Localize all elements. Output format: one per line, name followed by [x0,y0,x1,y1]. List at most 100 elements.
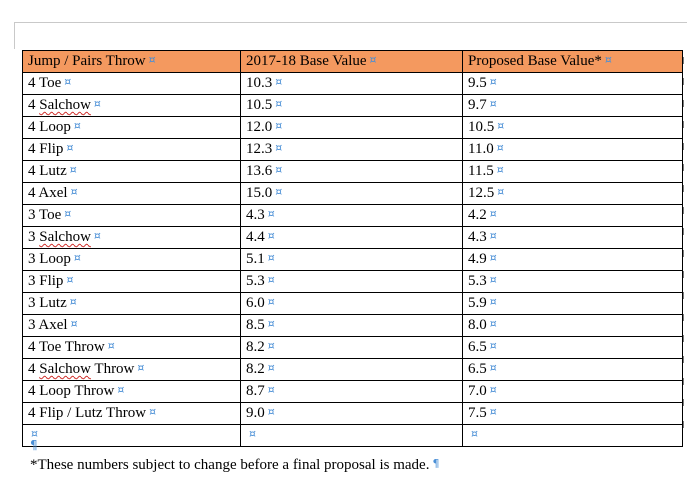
cell-end-mark: ¤ [275,75,283,88]
current-value-cell[interactable]: 10.3 ¤ [240,72,463,95]
current-value-cell[interactable]: 9.0 ¤ [240,402,463,425]
header-proposed-value[interactable]: Proposed Base Value* ¤ [462,50,683,73]
table-row: 4 Toe ¤ 10.3 ¤ 9.5 ¤ [22,72,683,95]
jump-cell[interactable]: 4 Salchow ¤ [22,94,241,117]
row-end-marker [680,392,687,413]
proposed-value-cell[interactable]: 5.3 ¤ [462,270,683,293]
cell-end-mark: ¤ [604,53,612,66]
current-value-cell[interactable]: 8.2 ¤ [240,358,463,381]
proposed-value-cell[interactable]: 9.7 ¤ [462,94,683,117]
header-2017-18-value[interactable]: 2017-18 Base Value ¤ [240,50,463,73]
jump-cell-text: 3 Toe [28,207,62,223]
proposed-value-cell[interactable]: 8.0 ¤ [462,314,683,337]
jump-cell[interactable]: 4 Toe Throw ¤ [22,336,241,359]
proposed-value-cell-text: 11.0 [468,141,494,157]
footnote-text: *These numbers subject to change before … [30,457,430,473]
jump-cell[interactable]: 4 Loop ¤ [22,116,241,139]
proposed-value-cell-text: 10.5 [468,119,495,135]
proposed-value-cell[interactable]: 11.5 ¤ [462,160,683,183]
cell-end-mark: ¤ [489,229,497,242]
current-value-cell-text: 10.5 [246,97,273,113]
cell-end-mark: ¤ [471,427,478,440]
current-value-cell[interactable]: 8.2 ¤ [240,336,463,359]
row-end-marker [680,157,687,178]
current-value-cell[interactable]: 6.0 ¤ [240,292,463,315]
jump-cell[interactable]: ¤ [22,424,241,447]
row-end-marker [680,285,687,306]
cell-end-mark: ¤ [489,383,497,396]
proposed-value-cell-text: 6.5 [468,339,487,355]
footnote-pilcrow: ¶ [432,457,440,470]
jump-cell-text: 4 Axel [28,185,68,201]
jump-cell[interactable]: 3 Salchow ¤ [22,226,241,249]
jump-cell[interactable]: 4 Flip / Lutz Throw ¤ [22,402,241,425]
proposed-value-cell-text: 9.7 [468,97,487,113]
current-value-cell[interactable]: 5.1 ¤ [240,248,463,271]
current-value-cell[interactable]: 8.7 ¤ [240,380,463,403]
current-value-cell[interactable]: 12.0 ¤ [240,116,463,139]
proposed-value-cell[interactable]: 4.9 ¤ [462,248,683,271]
cell-end-mark: ¤ [496,141,504,154]
proposed-value-cell[interactable]: 6.5 ¤ [462,358,683,381]
proposed-value-cell[interactable]: ¤ [462,424,683,447]
table-row: 3 Flip ¤ 5.3 ¤ 5.3 ¤ [22,270,683,293]
row-end-marker [680,414,687,435]
current-value-cell[interactable]: ¤ [240,424,463,447]
current-value-cell-text: 12.0 [246,119,273,135]
current-value-cell-text: 15.0 [246,185,273,201]
cell-end-mark: ¤ [489,405,497,418]
jump-cell-text: 3 Axel [28,317,68,333]
proposed-value-cell[interactable]: 4.2 ¤ [462,204,683,227]
proposed-value-cell-text: 8.0 [468,317,487,333]
current-value-cell[interactable]: 15.0 ¤ [240,182,463,205]
current-value-cell[interactable]: 8.5 ¤ [240,314,463,337]
jump-cell[interactable]: 4 Loop Throw ¤ [22,380,241,403]
cell-end-mark: ¤ [69,163,77,176]
cell-end-mark: ¤ [66,141,74,154]
jump-cell[interactable]: 4 Lutz ¤ [22,160,241,183]
current-value-cell[interactable]: 4.3 ¤ [240,204,463,227]
header-jump[interactable]: Jump / Pairs Throw ¤ [22,50,241,73]
cell-end-mark: ¤ [497,185,505,198]
current-value-cell[interactable]: 4.4 ¤ [240,226,463,249]
jump-cell-text: 4 Flip [28,141,64,157]
row-end-marker [680,200,687,221]
jump-cell-text: 4 Salchow [28,97,91,113]
jump-cell[interactable]: 3 Flip ¤ [22,270,241,293]
proposed-value-cell[interactable]: 7.0 ¤ [462,380,683,403]
proposed-value-cell[interactable]: 5.9 ¤ [462,292,683,315]
jump-cell[interactable]: 4 Salchow Throw ¤ [22,358,241,381]
proposed-value-cell[interactable]: 10.5 ¤ [462,116,683,139]
proposed-value-cell-text: 4.2 [468,207,487,223]
proposed-value-cell[interactable]: 6.5 ¤ [462,336,683,359]
proposed-value-cell[interactable]: 11.0 ¤ [462,138,683,161]
proposed-value-cell[interactable]: 9.5 ¤ [462,72,683,95]
jump-cell[interactable]: 4 Axel ¤ [22,182,241,205]
current-value-cell-text: 8.2 [246,361,265,377]
current-value-cell[interactable]: 13.6 ¤ [240,160,463,183]
proposed-value-cell[interactable]: 4.3 ¤ [462,226,683,249]
proposed-value-cell[interactable]: 12.5 ¤ [462,182,683,205]
table-row: 3 Axel ¤ 8.5 ¤ 8.0 ¤ [22,314,683,337]
proposed-value-cell[interactable]: 7.5 ¤ [462,402,683,425]
current-value-cell[interactable]: 5.3 ¤ [240,270,463,293]
jump-cell[interactable]: 3 Axel ¤ [22,314,241,337]
footnote[interactable]: *These numbers subject to change before … [30,457,439,474]
cell-end-mark: ¤ [267,295,275,308]
table-row: 4 Flip ¤ 12.3 ¤ 11.0 ¤ [22,138,683,161]
jump-cell[interactable]: 3 Lutz ¤ [22,292,241,315]
jump-cell[interactable]: 3 Loop ¤ [22,248,241,271]
left-margin-rule [14,22,15,49]
table-row: 4 Salchow ¤ 10.5 ¤ 9.7 ¤ [22,94,683,117]
jump-cell[interactable]: 4 Flip ¤ [22,138,241,161]
current-value-cell[interactable]: 12.3 ¤ [240,138,463,161]
current-value-cell[interactable]: 10.5 ¤ [240,94,463,117]
table-row: 4 Salchow Throw ¤ 8.2 ¤ 6.5 ¤ [22,358,683,381]
jump-cell[interactable]: 4 Toe ¤ [22,72,241,95]
cell-end-mark: ¤ [489,361,497,374]
cell-end-mark: ¤ [497,119,505,132]
jump-cell-text: 3 Salchow [28,229,91,245]
cell-end-mark: ¤ [107,339,115,352]
jump-cell[interactable]: 3 Toe ¤ [22,204,241,227]
row-end-marker [680,178,687,199]
